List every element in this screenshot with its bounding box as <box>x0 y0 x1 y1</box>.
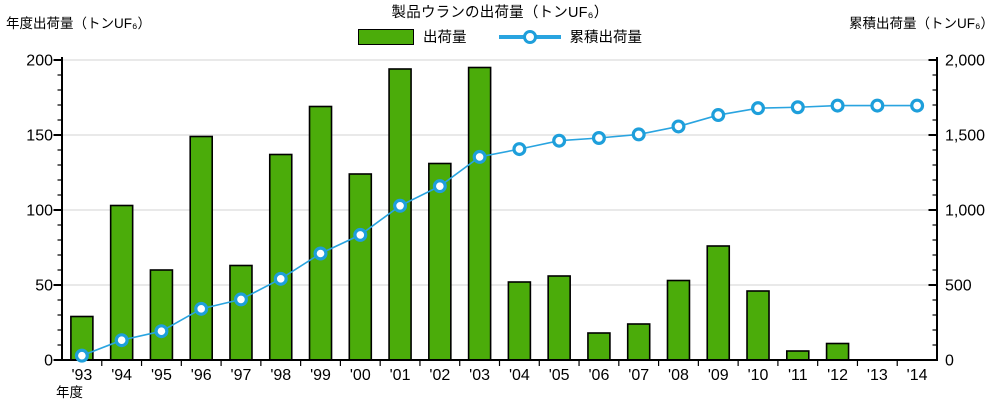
bar-'97 <box>229 264 253 361</box>
bar-'00 <box>348 173 373 361</box>
x-tick-label: '01 <box>390 367 411 384</box>
marker-'96 <box>194 301 209 316</box>
bar-'99 <box>308 105 333 361</box>
marker-'13 <box>870 98 885 113</box>
bar-'08 <box>666 279 691 361</box>
x-tick-label: '14 <box>907 367 928 384</box>
line-legend-label: 累積出荷量 <box>569 30 643 46</box>
bar-'11 <box>785 350 810 361</box>
x-tick-label: '98 <box>270 367 291 384</box>
marker-'04 <box>512 142 527 157</box>
right-axis-title: 累積出荷量（トンUF₆） <box>849 16 994 31</box>
x-tick-label: '96 <box>191 367 212 384</box>
x-tick-label: '97 <box>231 367 252 384</box>
x-tick-label: '10 <box>748 367 769 384</box>
x-tick-label: '13 <box>867 367 888 384</box>
left-tick-label: 50 <box>35 278 53 295</box>
x-tick-label: '93 <box>71 367 92 384</box>
x-tick-label: '03 <box>469 367 490 384</box>
x-tick-label: '02 <box>429 367 450 384</box>
x-tick-label: '06 <box>589 367 610 384</box>
marker-'06 <box>591 131 606 146</box>
marker-'99 <box>313 246 328 261</box>
marker-'14 <box>910 98 925 113</box>
left-tick-label: 100 <box>26 203 53 220</box>
bar-'10 <box>746 290 770 361</box>
bar-'04 <box>507 281 532 361</box>
x-tick-label: '00 <box>350 367 371 384</box>
bar-'12 <box>825 342 850 361</box>
x-tick-label: '08 <box>668 367 689 384</box>
right-tick-label: 1,000 <box>945 203 985 220</box>
bar-'07 <box>626 323 651 361</box>
marker-'98 <box>273 271 288 286</box>
x-tick-label: '09 <box>708 367 729 384</box>
left-tick-label: 0 <box>44 353 53 370</box>
x-axis-title: 年度 <box>56 385 83 400</box>
bar-'01 <box>388 68 412 361</box>
bar-'96 <box>189 135 214 361</box>
x-tick-label: '04 <box>509 367 530 384</box>
left-axis-title: 年度出荷量（トンUF₆） <box>6 16 151 31</box>
left-tick-label: 200 <box>26 53 53 70</box>
marker-'05 <box>552 133 567 148</box>
marker-'09 <box>711 108 726 123</box>
marker-'93 <box>74 348 89 363</box>
line-legend-swatch <box>498 29 561 45</box>
marker-'97 <box>233 292 248 307</box>
marker-'00 <box>353 227 368 242</box>
bar-'06 <box>587 332 611 361</box>
x-tick-label: '94 <box>111 367 132 384</box>
bar-'95 <box>149 269 174 361</box>
bar-'09 <box>706 245 731 361</box>
right-tick-label: 1,500 <box>945 128 985 145</box>
legend: 出荷量 累積出荷量 <box>358 26 642 47</box>
marker-'02 <box>432 179 447 194</box>
marker-'95 <box>154 324 169 339</box>
x-tick-label: '05 <box>549 367 570 384</box>
x-tick-label: '95 <box>151 367 172 384</box>
left-tick-label: 150 <box>26 128 53 145</box>
marker-'07 <box>631 127 646 142</box>
line-legend-marker-icon <box>522 29 537 44</box>
chart-title: 製品ウランの出荷量（トンUF₆） <box>391 5 609 21</box>
bar-'98 <box>268 153 293 361</box>
marker-'12 <box>830 98 845 113</box>
x-tick-label: '99 <box>310 367 331 384</box>
x-tick-label: '11 <box>788 367 808 384</box>
cumulative-line <box>81 104 918 357</box>
right-tick-label: 0 <box>945 353 954 370</box>
marker-'08 <box>671 119 686 134</box>
marker-'03 <box>472 149 487 164</box>
bar-legend-swatch <box>358 28 414 45</box>
bar-'03 <box>467 66 492 361</box>
marker-'01 <box>393 198 408 213</box>
right-tick-label: 500 <box>945 278 972 295</box>
x-tick-label: '12 <box>827 367 848 384</box>
marker-'11 <box>790 100 805 115</box>
bar-'05 <box>547 275 571 361</box>
marker-'10 <box>751 101 766 116</box>
marker-'94 <box>114 333 129 348</box>
bar-legend-label: 出荷量 <box>423 30 467 46</box>
x-tick-label: '07 <box>628 367 649 384</box>
right-tick-label: 2,000 <box>945 53 985 70</box>
